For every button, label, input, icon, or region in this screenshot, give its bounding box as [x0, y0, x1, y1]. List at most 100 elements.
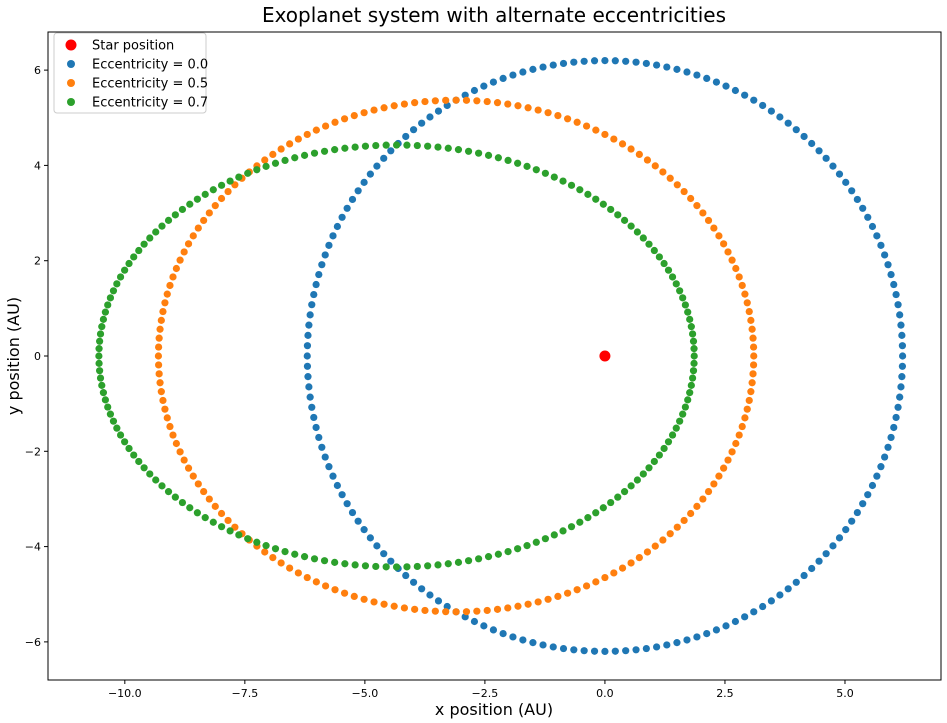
data-point — [470, 86, 479, 95]
data-point — [113, 280, 121, 288]
data-point — [454, 146, 463, 154]
data-point — [784, 585, 792, 593]
data-point — [614, 211, 622, 219]
data-point — [310, 290, 318, 299]
data-point — [431, 607, 439, 615]
data-point — [304, 331, 312, 339]
data-point — [668, 431, 677, 439]
data-point — [372, 562, 380, 571]
data-point — [121, 438, 129, 446]
data-point — [116, 273, 125, 281]
data-point — [792, 126, 800, 134]
data-point — [690, 359, 698, 367]
data-point — [146, 470, 154, 478]
data-point — [294, 135, 302, 143]
data-point — [146, 234, 154, 242]
data-point — [310, 555, 319, 563]
data-point — [704, 216, 713, 225]
data-point — [493, 99, 502, 107]
data-point — [580, 647, 588, 655]
data-point — [306, 393, 314, 401]
data-point — [176, 448, 184, 456]
data-point — [848, 187, 856, 195]
data-point — [303, 352, 311, 360]
data-point — [853, 195, 861, 204]
data-point — [312, 423, 320, 432]
data-point — [573, 586, 581, 594]
data-point — [308, 301, 316, 309]
data-point — [868, 222, 877, 231]
data-point — [403, 563, 411, 571]
data-point — [659, 168, 667, 176]
data-point — [484, 151, 493, 159]
data-point — [373, 162, 381, 170]
data-point — [676, 287, 684, 295]
data-point — [473, 607, 481, 615]
data-point — [154, 352, 163, 360]
data-point — [532, 538, 540, 546]
data-point — [109, 417, 118, 425]
data-point — [464, 147, 473, 155]
data-point — [224, 187, 232, 196]
data-point — [158, 222, 166, 230]
data-point — [172, 439, 180, 448]
data-point — [743, 405, 751, 413]
data-point — [679, 410, 687, 418]
data-point — [354, 517, 362, 525]
data-point — [475, 149, 483, 157]
data-point — [331, 118, 339, 126]
data-point — [217, 181, 226, 189]
data-point — [343, 204, 351, 212]
plot-frame — [47, 31, 942, 681]
data-point — [894, 301, 902, 309]
data-point — [582, 122, 591, 130]
data-point — [703, 74, 711, 82]
data-point — [281, 548, 289, 556]
data-point — [523, 162, 531, 170]
data-point — [549, 61, 557, 69]
data-point — [161, 405, 169, 413]
data-point — [732, 264, 740, 273]
data-point — [130, 451, 138, 459]
data-point — [101, 396, 109, 404]
data-point — [655, 451, 663, 459]
data-point — [653, 61, 661, 69]
data-point — [390, 602, 398, 610]
data-point — [178, 205, 187, 214]
data-point — [699, 495, 707, 503]
data-point — [413, 562, 421, 571]
data-point — [361, 562, 370, 570]
data-point — [262, 542, 270, 550]
data-point — [567, 523, 576, 531]
data-point — [627, 482, 635, 490]
y-tick-label: −2 — [25, 445, 41, 458]
data-point — [424, 142, 432, 150]
data-point — [724, 248, 732, 256]
data-point — [470, 617, 479, 626]
data-point — [686, 315, 694, 323]
data-point — [325, 241, 333, 249]
data-point — [392, 563, 401, 571]
data-point — [480, 82, 488, 90]
data-point — [509, 71, 517, 79]
data-point — [663, 63, 671, 71]
data-point — [163, 290, 171, 298]
data-point — [873, 232, 881, 240]
data-point — [504, 548, 512, 556]
data-point — [315, 270, 323, 279]
data-point — [193, 195, 201, 203]
data-point — [570, 58, 578, 66]
data-point — [887, 270, 895, 279]
legend-label: Eccentricity = 0.5 — [92, 77, 208, 92]
data-point — [484, 553, 493, 561]
data-point — [524, 104, 532, 112]
data-point — [611, 57, 619, 65]
data-point — [452, 96, 460, 104]
data-point — [884, 261, 892, 269]
data-point — [475, 555, 483, 563]
data-point — [366, 170, 374, 178]
data-point — [101, 308, 109, 316]
data-point — [749, 343, 758, 351]
y-axis-label: y position (AU) — [4, 297, 23, 415]
data-point — [559, 644, 568, 653]
